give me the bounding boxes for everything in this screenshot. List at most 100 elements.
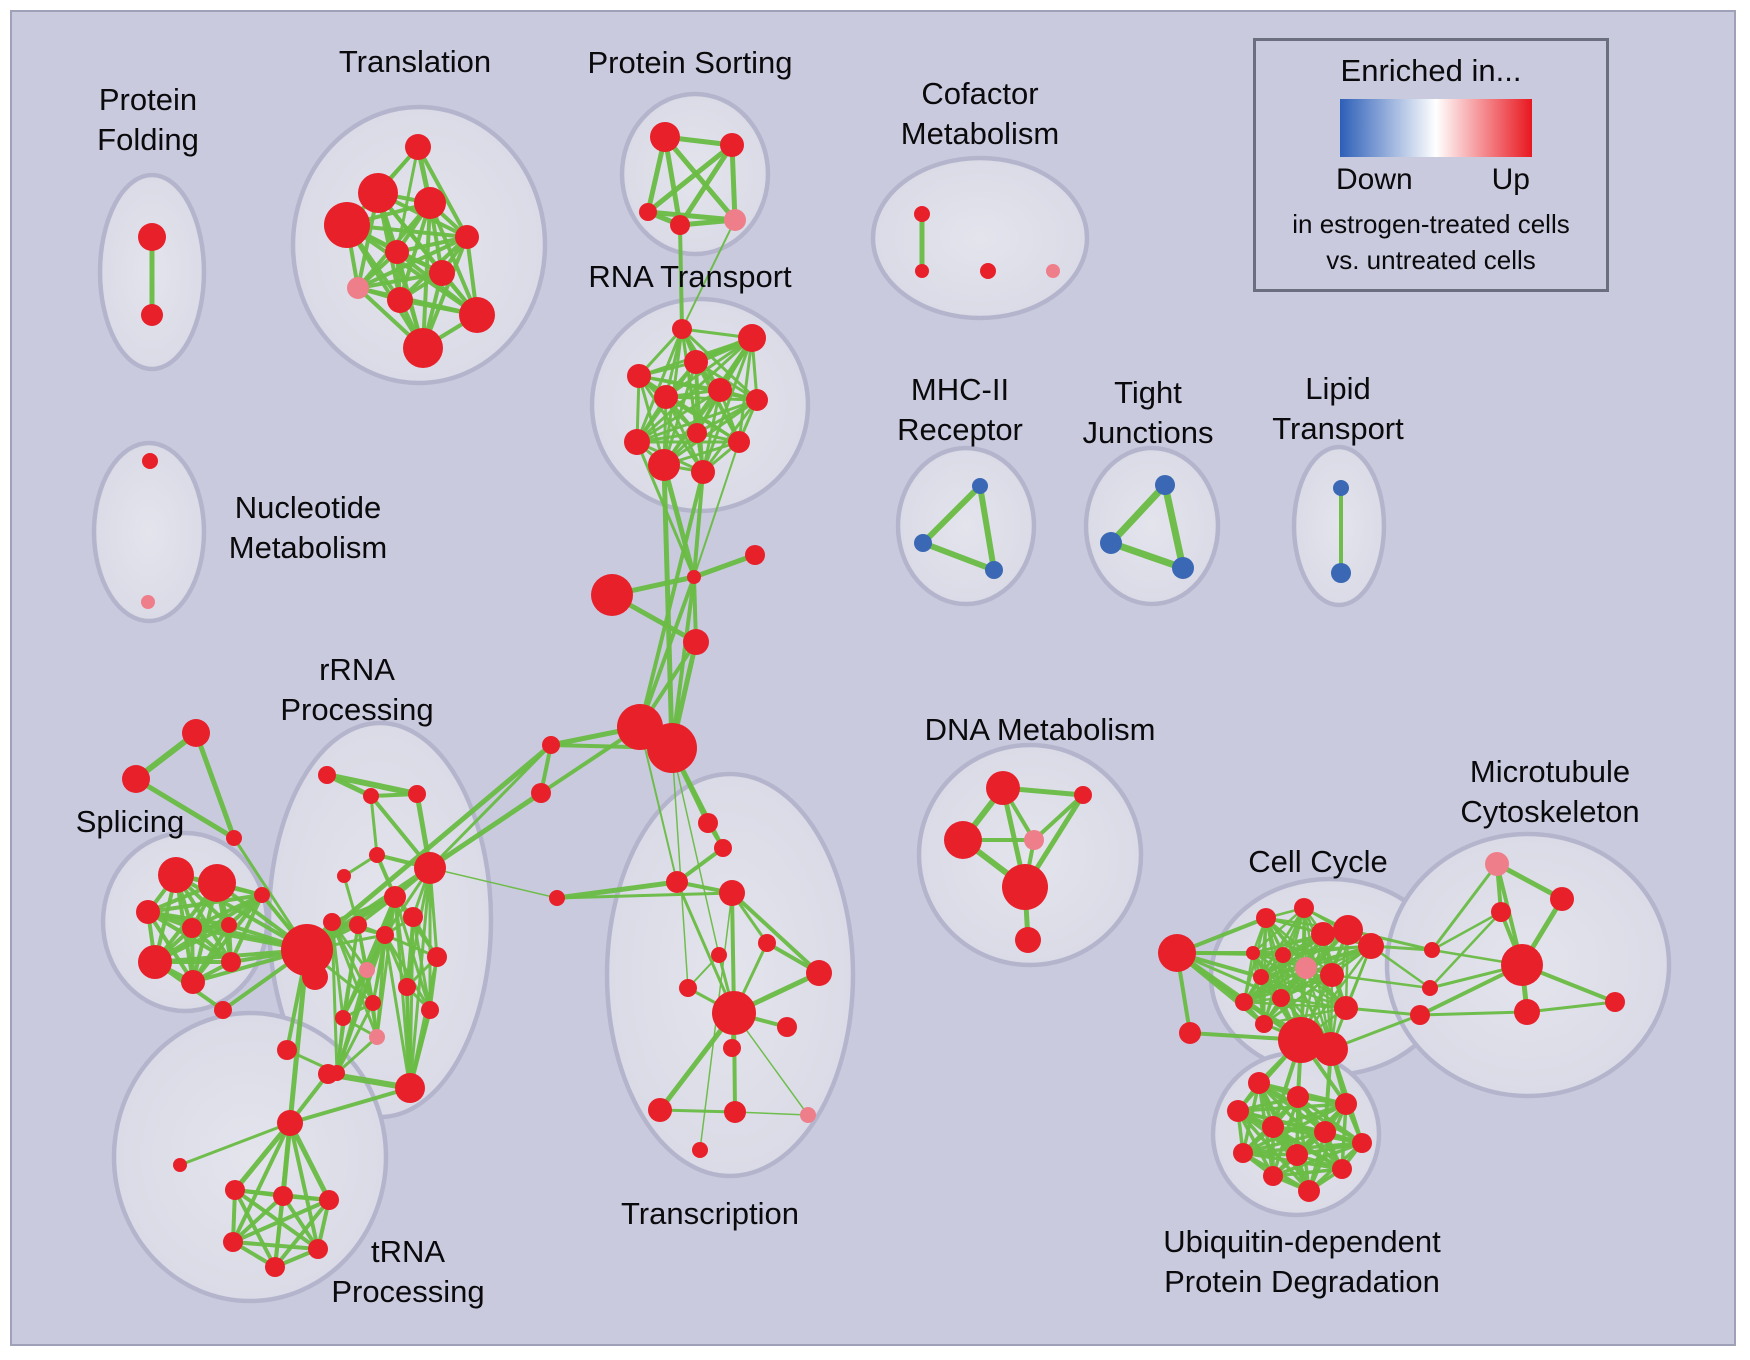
node-tc10[interactable] [723, 1039, 741, 1057]
node-sp5[interactable] [221, 917, 237, 933]
network-edge[interactable] [153, 893, 264, 964]
node-sp7[interactable] [138, 945, 172, 979]
network-edge[interactable] [191, 893, 264, 984]
node-ch6[interactable] [647, 723, 697, 773]
network-edge[interactable] [1344, 1006, 1422, 1017]
network-edge[interactable] [383, 933, 412, 1090]
network-edge[interactable] [341, 968, 369, 1020]
node-cc1[interactable] [1256, 908, 1276, 928]
node-sp8[interactable] [181, 970, 205, 994]
node-mj3[interactable] [1410, 1005, 1430, 1025]
node-rt11[interactable] [648, 449, 680, 481]
node-tc11[interactable] [648, 1098, 672, 1122]
network-edge[interactable] [1236, 1102, 1348, 1113]
network-edge[interactable] [411, 915, 432, 1012]
network-edge[interactable] [288, 1121, 320, 1251]
network-edge[interactable] [635, 388, 722, 444]
network-edge[interactable] [1271, 1141, 1364, 1178]
node-ccJ[interactable] [1179, 1022, 1201, 1044]
network-edge[interactable] [638, 575, 696, 729]
node-rr20[interactable] [395, 1073, 425, 1103]
network-edge[interactable] [1430, 910, 1503, 952]
network-edge[interactable] [671, 747, 720, 956]
network-edge[interactable] [375, 933, 387, 1039]
node-tr1[interactable] [405, 134, 431, 160]
network-edge[interactable] [638, 470, 705, 729]
node-cm4[interactable] [1046, 264, 1060, 278]
node-rr5[interactable] [337, 869, 351, 883]
node-spA[interactable] [182, 719, 210, 747]
network-edge[interactable] [428, 743, 553, 870]
network-edge[interactable] [920, 483, 983, 546]
network-edge[interactable] [1242, 966, 1308, 1004]
node-ps2[interactable] [720, 133, 744, 157]
node-cc10[interactable] [1320, 963, 1344, 987]
node-rt1[interactable] [672, 319, 692, 339]
node-pf1[interactable] [138, 223, 166, 251]
network-edge[interactable] [146, 893, 264, 914]
network-edge[interactable] [635, 398, 759, 444]
node-rr21[interactable] [277, 1040, 297, 1060]
network-edge[interactable] [233, 1188, 320, 1251]
node-sp9[interactable] [221, 952, 241, 972]
node-mh3[interactable] [985, 561, 1003, 579]
network-edge[interactable] [658, 1108, 737, 1114]
node-sp6[interactable] [254, 887, 270, 903]
node-rt4[interactable] [627, 364, 651, 388]
node-cc2[interactable] [1294, 898, 1314, 918]
node-cc3[interactable] [1311, 922, 1335, 946]
node-dm1[interactable] [986, 771, 1020, 805]
node-rr7[interactable] [384, 886, 406, 908]
node-tr6[interactable] [385, 240, 409, 264]
node-cm1[interactable] [914, 206, 930, 222]
node-tnH[interactable] [277, 1110, 303, 1136]
network-edge[interactable] [662, 134, 738, 223]
network-edge[interactable] [691, 552, 758, 580]
node-dm3[interactable] [944, 821, 982, 859]
network-edge[interactable] [1428, 910, 1503, 990]
node-rr3[interactable] [408, 785, 426, 803]
node-rr6[interactable] [414, 852, 446, 884]
node-tr5[interactable] [455, 225, 479, 249]
node-tr9[interactable] [387, 287, 413, 313]
network-edge[interactable] [729, 142, 738, 223]
node-tc14[interactable] [800, 1107, 816, 1123]
node-ch1[interactable] [687, 570, 701, 584]
node-tc12[interactable] [724, 1101, 746, 1123]
node-sp4[interactable] [182, 918, 202, 938]
network-edge[interactable] [1525, 1000, 1617, 1014]
node-tc2[interactable] [714, 839, 732, 857]
node-cm2[interactable] [915, 264, 929, 278]
network-edge[interactable] [1430, 862, 1499, 952]
network-edge[interactable] [231, 1194, 285, 1244]
node-cc9[interactable] [1253, 969, 1269, 985]
node-pf2[interactable] [141, 304, 163, 326]
node-tr10[interactable] [459, 297, 495, 333]
network-edge[interactable] [178, 1121, 292, 1167]
node-rt3[interactable] [684, 350, 708, 374]
node-ub6[interactable] [1314, 1121, 1336, 1143]
node-ch8[interactable] [531, 783, 551, 803]
node-tj3[interactable] [1172, 557, 1194, 579]
node-rr17[interactable] [335, 1010, 351, 1026]
node-tc5[interactable] [711, 947, 727, 963]
node-tcH[interactable] [712, 991, 756, 1035]
network-edge[interactable] [281, 1194, 320, 1251]
network-edge[interactable] [920, 540, 997, 573]
node-tn1[interactable] [318, 1064, 338, 1084]
node-tc1[interactable] [698, 813, 718, 833]
network-edge[interactable] [273, 1198, 331, 1269]
network-edge[interactable] [554, 879, 680, 901]
node-rt9[interactable] [687, 423, 707, 443]
node-lt1[interactable] [1333, 480, 1349, 496]
node-tn0[interactable] [173, 1158, 187, 1172]
network-edge[interactable] [335, 1016, 345, 1075]
node-tr2[interactable] [358, 173, 398, 213]
network-edge[interactable] [693, 441, 740, 578]
node-tc3[interactable] [666, 871, 688, 893]
node-rt12[interactable] [691, 460, 715, 484]
network-edge[interactable] [1418, 1010, 1529, 1017]
network-edge[interactable] [734, 1111, 809, 1116]
node-ccH2[interactable] [1314, 1032, 1348, 1066]
node-rr14[interactable] [427, 947, 447, 967]
